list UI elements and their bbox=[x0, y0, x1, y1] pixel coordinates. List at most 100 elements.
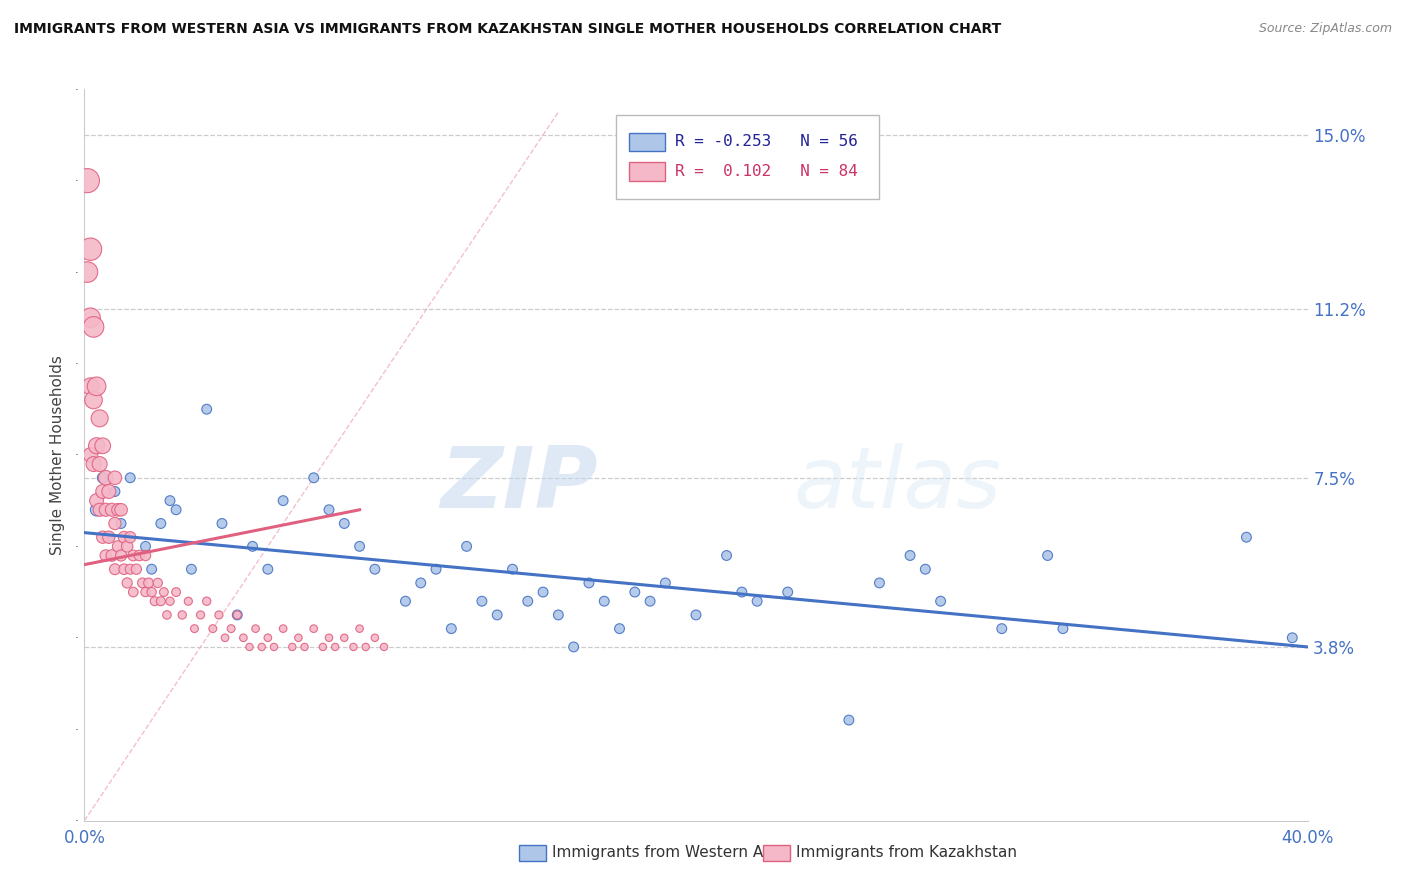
Point bbox=[312, 640, 335, 654]
Point bbox=[654, 576, 676, 591]
Point bbox=[716, 549, 738, 563]
Point bbox=[91, 530, 114, 544]
Text: ZIP: ZIP bbox=[440, 442, 598, 525]
Point bbox=[91, 471, 114, 485]
Point bbox=[471, 594, 494, 608]
Point bbox=[177, 594, 200, 608]
Point bbox=[104, 471, 127, 485]
FancyBboxPatch shape bbox=[628, 133, 665, 152]
Point bbox=[208, 607, 231, 622]
Point bbox=[195, 402, 218, 417]
Point bbox=[425, 562, 447, 576]
Point bbox=[112, 562, 135, 576]
Point bbox=[86, 379, 108, 393]
Point bbox=[593, 594, 616, 608]
Point bbox=[898, 549, 921, 563]
Point bbox=[172, 607, 194, 622]
Point bbox=[747, 594, 769, 608]
Point bbox=[149, 516, 172, 531]
Text: Immigrants from Western Asia: Immigrants from Western Asia bbox=[551, 846, 785, 860]
Point bbox=[318, 503, 340, 517]
Point bbox=[409, 576, 432, 591]
Point bbox=[302, 622, 325, 636]
Point bbox=[342, 640, 364, 654]
Point bbox=[914, 562, 936, 576]
Point bbox=[242, 539, 264, 553]
Point bbox=[364, 631, 387, 645]
Point bbox=[609, 622, 631, 636]
Point bbox=[79, 310, 101, 325]
Point bbox=[89, 457, 111, 471]
Point bbox=[257, 631, 280, 645]
Point bbox=[929, 594, 952, 608]
Point bbox=[122, 549, 145, 563]
Point bbox=[86, 439, 108, 453]
Point bbox=[76, 173, 98, 187]
Point bbox=[333, 516, 356, 531]
Point bbox=[101, 503, 124, 517]
Point bbox=[86, 493, 108, 508]
Point bbox=[323, 640, 346, 654]
Point bbox=[1052, 622, 1074, 636]
Point bbox=[104, 516, 127, 531]
Point bbox=[135, 549, 157, 563]
Point bbox=[287, 631, 309, 645]
Point bbox=[263, 640, 285, 654]
Point bbox=[112, 530, 135, 544]
Point bbox=[79, 242, 101, 256]
Point bbox=[294, 640, 316, 654]
Point bbox=[531, 585, 554, 599]
Point bbox=[214, 631, 236, 645]
Point bbox=[776, 585, 799, 599]
Point bbox=[79, 448, 101, 462]
Point bbox=[183, 622, 205, 636]
Point bbox=[1036, 549, 1059, 563]
Point bbox=[128, 549, 150, 563]
Text: R = -0.253   N = 56: R = -0.253 N = 56 bbox=[675, 135, 858, 149]
Point bbox=[149, 594, 172, 608]
Point bbox=[107, 539, 129, 553]
Point bbox=[141, 562, 163, 576]
Point bbox=[101, 549, 124, 563]
Point bbox=[146, 576, 169, 591]
Point bbox=[638, 594, 661, 608]
Point bbox=[110, 503, 132, 517]
Point bbox=[97, 530, 120, 544]
Point bbox=[131, 576, 153, 591]
Text: R =  0.102   N = 84: R = 0.102 N = 84 bbox=[675, 163, 858, 178]
Point bbox=[76, 265, 98, 279]
Point bbox=[165, 585, 187, 599]
Point bbox=[83, 457, 105, 471]
Point bbox=[245, 622, 267, 636]
Point bbox=[110, 549, 132, 563]
Point bbox=[1281, 631, 1303, 645]
Point bbox=[115, 576, 138, 591]
Point bbox=[440, 622, 463, 636]
Point bbox=[104, 484, 127, 499]
Point bbox=[97, 530, 120, 544]
Point bbox=[562, 640, 585, 654]
Point bbox=[349, 539, 371, 553]
Point bbox=[115, 539, 138, 553]
Point bbox=[159, 594, 181, 608]
Point bbox=[91, 484, 114, 499]
Point bbox=[302, 471, 325, 485]
Point bbox=[190, 607, 212, 622]
Point bbox=[731, 585, 754, 599]
Point bbox=[516, 594, 538, 608]
Point bbox=[83, 320, 105, 334]
Point bbox=[86, 503, 108, 517]
Point bbox=[281, 640, 304, 654]
Point bbox=[364, 562, 387, 576]
Point bbox=[97, 484, 120, 499]
Point bbox=[91, 439, 114, 453]
FancyBboxPatch shape bbox=[628, 162, 665, 180]
FancyBboxPatch shape bbox=[616, 115, 880, 199]
Point bbox=[141, 585, 163, 599]
Point bbox=[257, 562, 280, 576]
Point bbox=[120, 562, 142, 576]
Point bbox=[271, 622, 294, 636]
Point bbox=[838, 713, 860, 727]
Point bbox=[219, 622, 242, 636]
Point bbox=[120, 471, 142, 485]
